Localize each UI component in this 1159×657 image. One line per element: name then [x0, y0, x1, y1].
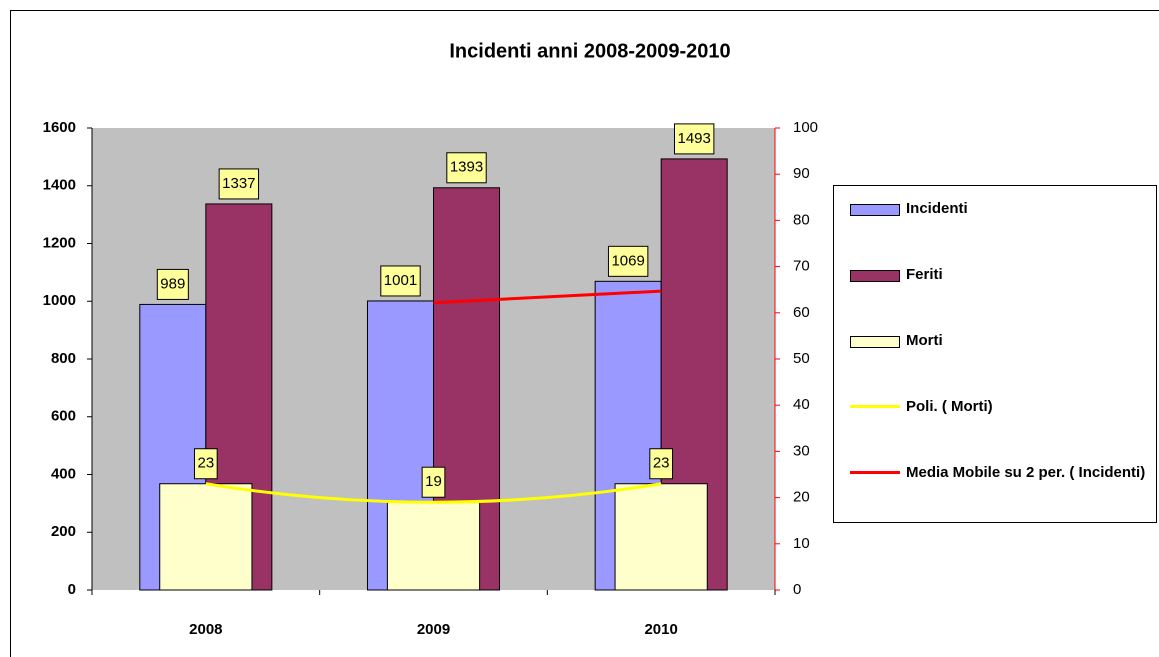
trend-line — [433, 289, 662, 305]
bar — [614, 483, 708, 591]
data-label-box — [193, 448, 218, 480]
legend-swatch — [850, 405, 900, 408]
bar — [159, 483, 253, 591]
y-tick-label: 1600 — [43, 119, 76, 136]
y2-tick-label: 100 — [793, 119, 818, 136]
y-tick-label: 0 — [68, 581, 76, 598]
legend-label: Poli. ( Morti) — [906, 398, 993, 415]
data-label-text: 1069 — [611, 252, 644, 269]
data-label: 23 — [649, 448, 674, 480]
data-label: 989 — [156, 268, 189, 300]
data-label-text: 1493 — [677, 130, 710, 147]
y2-tick-label: 50 — [793, 350, 810, 367]
data-label: 1493 — [673, 123, 715, 155]
legend-swatch — [850, 204, 900, 216]
legend-swatch — [850, 336, 900, 348]
legend: Incidenti Feriti Morti Poli. ( Morti) Media … — [833, 185, 1157, 523]
data-label-box — [446, 152, 487, 184]
x-tick-label: 2010 — [644, 621, 677, 638]
data-label-box — [380, 265, 421, 297]
bar — [386, 501, 481, 591]
y2-tick-label: 90 — [793, 165, 810, 182]
y-tick-label: 600 — [51, 408, 76, 425]
legend-label: Feriti — [906, 266, 943, 283]
data-label-text: 23 — [653, 455, 670, 472]
y-tick-label: 800 — [51, 350, 76, 367]
y2-tick-label: 70 — [793, 258, 810, 275]
x-tick-label: 2008 — [189, 621, 222, 638]
data-label-text: 23 — [197, 455, 214, 472]
data-label-box — [673, 123, 715, 155]
y-tick-label: 400 — [51, 465, 76, 482]
y2-tick-label: 20 — [793, 489, 810, 506]
data-label-box — [156, 268, 189, 300]
x-tick-label: 2009 — [417, 621, 450, 638]
data-label-text: 19 — [425, 473, 442, 490]
chart-title: Incidenti anni 2008-2009-2010 — [449, 40, 730, 62]
data-label-text: 1001 — [384, 272, 417, 289]
data-label: 19 — [421, 466, 446, 498]
data-label-box — [607, 245, 649, 277]
data-label-box — [421, 466, 446, 498]
y2-tick-label: 80 — [793, 211, 810, 228]
data-label: 1001 — [380, 265, 421, 297]
y2-tick-label: 60 — [793, 304, 810, 321]
y2-tick-label: 30 — [793, 442, 810, 459]
data-label: 1393 — [446, 152, 487, 184]
y2-tick-label: 40 — [793, 396, 810, 413]
data-label-text: 1337 — [222, 175, 255, 192]
data-label-box — [649, 448, 674, 480]
y-tick-label: 1200 — [43, 234, 76, 251]
legend-swatch — [850, 471, 900, 474]
y-tick-label: 1400 — [43, 177, 76, 194]
y2-tick-label: 10 — [793, 535, 810, 552]
data-label-text: 1393 — [450, 159, 483, 176]
data-label: 23 — [193, 448, 218, 480]
y-tick-label: 200 — [51, 523, 76, 540]
y2-tick-label: 0 — [793, 581, 801, 598]
data-label: 1069 — [607, 245, 649, 277]
data-label-box — [218, 168, 260, 200]
data-label-text: 989 — [160, 275, 185, 292]
legend-label: Media Mobile su 2 per. ( Incidenti) — [906, 464, 1146, 481]
legend-label: Incidenti — [906, 200, 968, 217]
legend-label: Morti — [906, 332, 943, 349]
trend-line — [205, 482, 662, 504]
y-tick-label: 1000 — [43, 292, 76, 309]
data-label: 1337 — [218, 168, 260, 200]
legend-swatch — [850, 270, 900, 282]
